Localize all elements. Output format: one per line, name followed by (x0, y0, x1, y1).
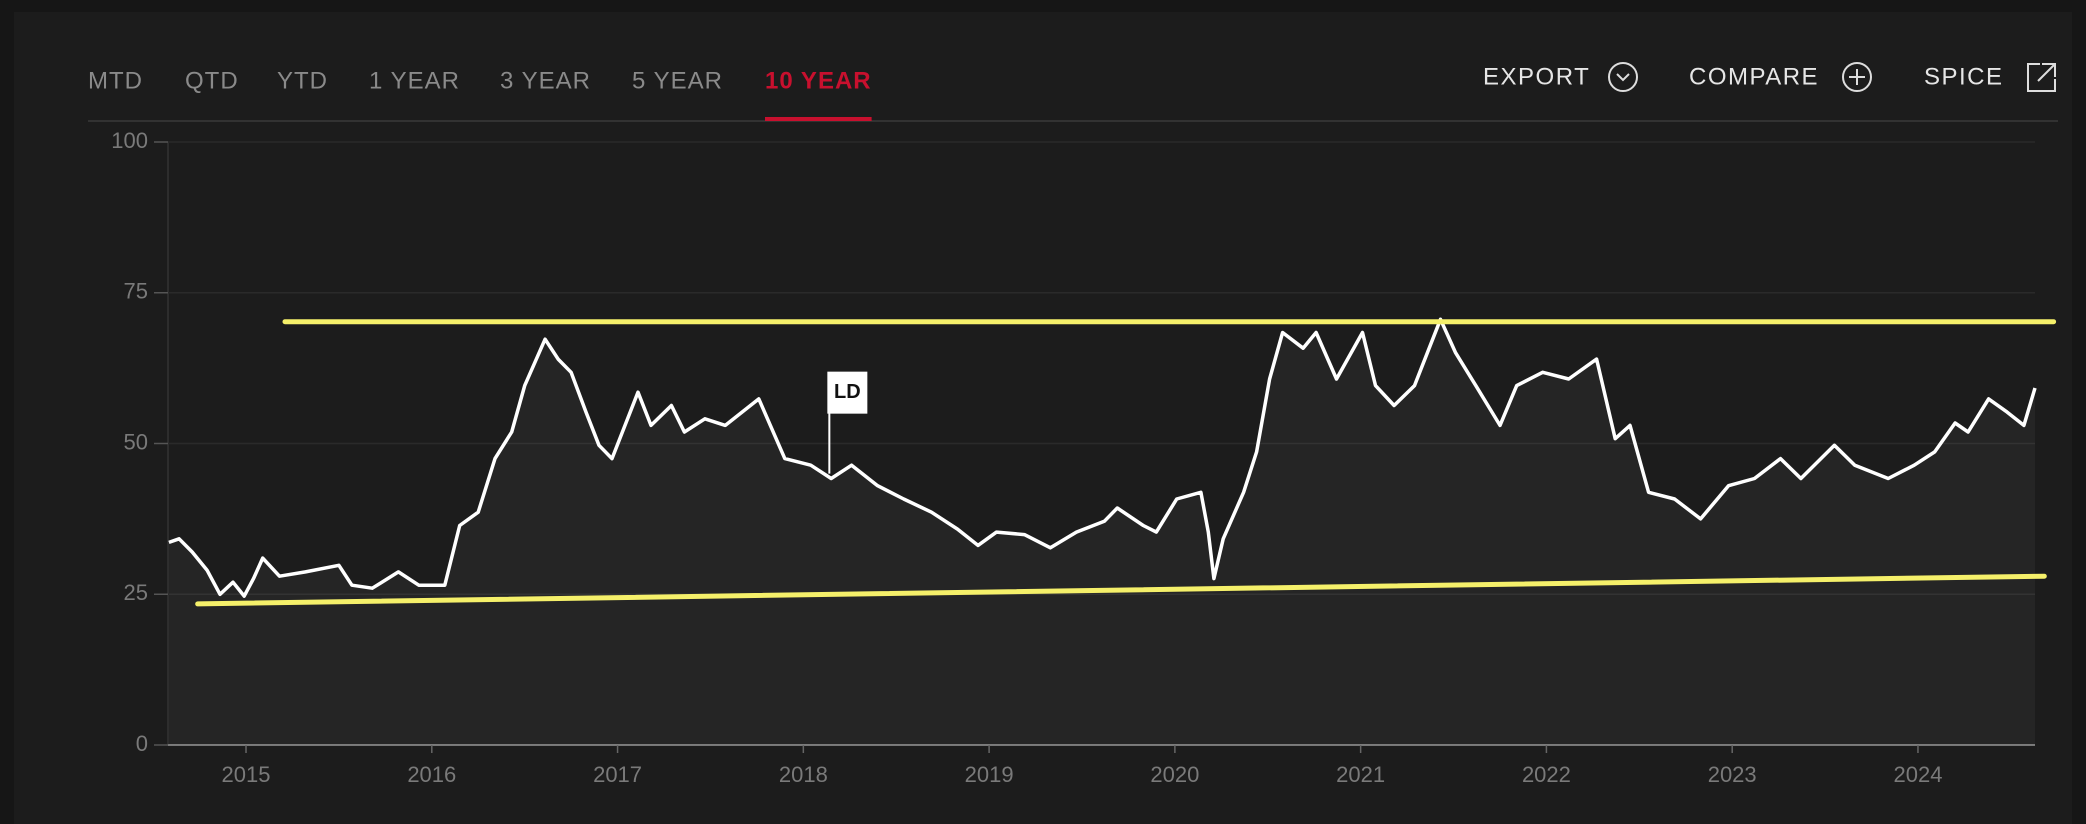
tab[interactable]: YTD (277, 67, 328, 94)
trendline (195, 573, 2047, 607)
x-tick-label: 2022 (1522, 762, 1571, 787)
spice-icon[interactable] (2027, 63, 2056, 92)
marker-label: LD (834, 381, 861, 403)
price-line (168, 317, 2037, 598)
active-tab-underline (765, 117, 872, 121)
marker-flag[interactable] (827, 371, 868, 414)
tab[interactable]: 3 YEAR (500, 67, 591, 94)
x-tick-label: 2016 (407, 762, 456, 787)
tab[interactable]: MTD (88, 67, 143, 94)
y-tick-label: 75 (124, 279, 148, 304)
x-tick-label: 2020 (1150, 762, 1199, 787)
export-chevron (1616, 73, 1630, 82)
tab[interactable]: 1 YEAR (369, 67, 460, 94)
tab[interactable]: QTD (185, 67, 239, 94)
x-tick-label: 2021 (1336, 762, 1385, 787)
x-tick-label: 2024 (1893, 762, 1942, 787)
x-tick-label: 2018 (779, 762, 828, 787)
x-tick-label: 2023 (1708, 762, 1757, 787)
area-fill (168, 319, 2035, 745)
action-button[interactable]: EXPORT (1483, 63, 1590, 90)
tab[interactable]: 10 YEAR (765, 67, 872, 94)
action-button[interactable]: COMPARE (1689, 63, 1819, 90)
y-tick-label: 100 (111, 128, 148, 153)
x-tick-label: 2015 (222, 762, 271, 787)
y-tick-label: 0 (136, 731, 148, 756)
y-tick-label: 50 (124, 429, 148, 454)
export-icon[interactable] (1608, 62, 1638, 92)
x-tick-label: 2017 (593, 762, 642, 787)
tab[interactable]: 5 YEAR (632, 67, 723, 94)
x-tick-label: 2019 (965, 762, 1014, 787)
panel (14, 12, 2072, 824)
y-tick-label: 25 (124, 580, 148, 605)
compare-plus (1849, 69, 1865, 85)
action-button[interactable]: SPICE (1924, 63, 2004, 90)
compare-icon[interactable] (1842, 62, 1872, 92)
